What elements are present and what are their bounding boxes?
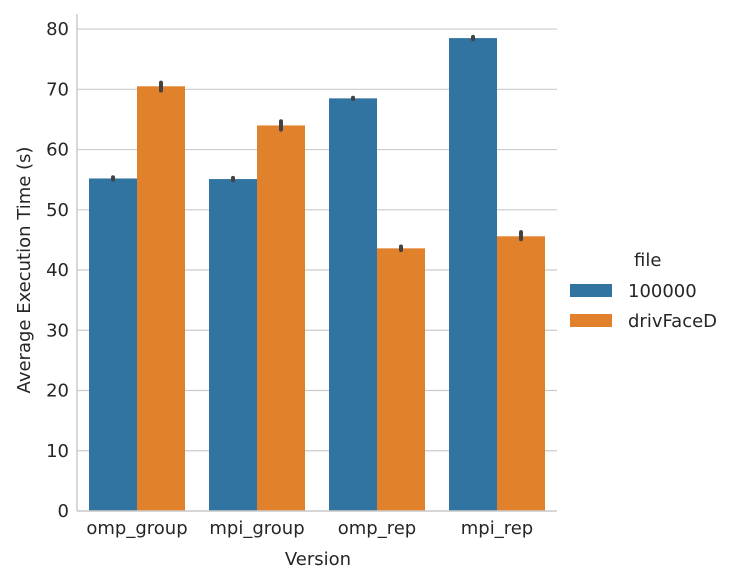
y-tick-label: 30 xyxy=(46,320,69,341)
bar-mpi_rep-100000 xyxy=(449,38,497,511)
bar-omp_rep-100000 xyxy=(329,98,377,512)
legend-swatch-drivfaced xyxy=(570,314,612,327)
bar-omp_group-drivFaceD xyxy=(137,86,185,512)
y-tick-label: 70 xyxy=(46,79,69,100)
bar-omp_group-100000 xyxy=(89,178,137,511)
bar-mpi_group-drivFaceD xyxy=(257,125,305,511)
legend-label-drivfaced: drivFaceD xyxy=(628,311,717,332)
y-tick-label: 10 xyxy=(46,441,69,462)
y-tick-label: 50 xyxy=(46,200,69,221)
x-tick-label: omp_group xyxy=(86,518,187,539)
x-tick-labels: omp_group mpi_group omp_rep mpi_rep xyxy=(86,518,533,539)
x-axis-title: Version xyxy=(285,549,351,570)
x-tick-label: omp_rep xyxy=(338,518,416,539)
bar-mpi_rep-drivFaceD xyxy=(497,236,545,511)
y-tick-label: 40 xyxy=(46,260,69,281)
y-tick-labels: 0 10 20 30 40 50 60 70 80 xyxy=(46,19,69,522)
error-bars xyxy=(111,34,523,253)
bar-omp_rep-drivFaceD xyxy=(377,248,425,512)
y-tick-label: 60 xyxy=(46,140,69,161)
bar-mpi_group-100000 xyxy=(209,179,257,511)
legend: file 100000 drivFaceD xyxy=(570,250,717,332)
legend-swatch-100000 xyxy=(570,284,612,297)
y-axis-title: Average Execution Time (s) xyxy=(14,147,35,394)
bars xyxy=(89,38,545,512)
y-tick-label: 0 xyxy=(58,501,69,522)
legend-label-100000: 100000 xyxy=(628,281,697,302)
x-tick-label: mpi_rep xyxy=(461,518,533,539)
y-tick-label: 80 xyxy=(46,19,69,40)
y-tick-label: 20 xyxy=(46,381,69,402)
x-tick-label: mpi_group xyxy=(209,518,304,539)
axes xyxy=(76,14,557,512)
legend-title: file xyxy=(634,250,661,271)
